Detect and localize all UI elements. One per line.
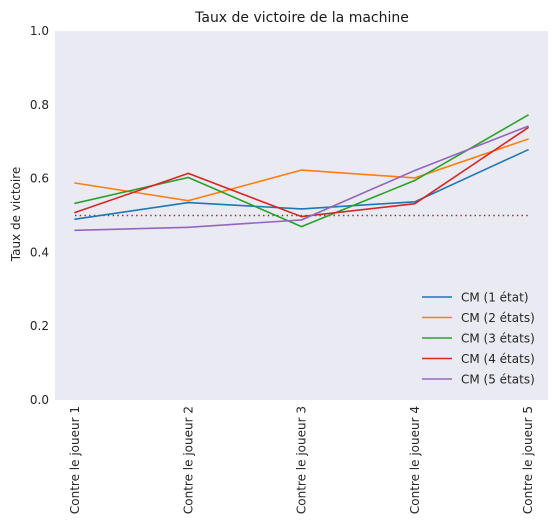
data-point bbox=[300, 215, 303, 218]
x-tick-label: Contre le joueur 4 bbox=[408, 406, 422, 514]
x-tick-label: Contre le joueur 5 bbox=[521, 406, 535, 514]
legend-label-4: CM (4 états) bbox=[461, 352, 535, 366]
legend-label-2: CM (2 états) bbox=[461, 311, 535, 325]
data-point bbox=[74, 211, 76, 214]
data-point bbox=[413, 177, 416, 179]
data-point bbox=[527, 126, 529, 129]
data-point bbox=[527, 125, 529, 128]
x-tick-label: Contre le joueur 2 bbox=[181, 406, 195, 514]
data-point bbox=[300, 208, 303, 210]
legend-label-5: CM (5 états) bbox=[461, 373, 535, 387]
data-point bbox=[187, 199, 190, 202]
data-point bbox=[187, 226, 190, 229]
y-tick-label: 0.0 bbox=[30, 393, 49, 407]
data-point bbox=[300, 225, 303, 228]
legend-label-3: CM (3 états) bbox=[461, 332, 535, 346]
chart-title: Taux de victoire de la machine bbox=[194, 10, 409, 26]
y-tick-label: 0.4 bbox=[30, 245, 49, 259]
data-point bbox=[413, 169, 416, 172]
data-point bbox=[74, 218, 76, 220]
y-tick-label: 0.2 bbox=[30, 319, 49, 333]
data-point bbox=[187, 201, 190, 204]
data-point bbox=[300, 169, 303, 171]
data-point bbox=[527, 138, 529, 140]
x-tick-label: Contre le joueur 3 bbox=[295, 406, 309, 514]
data-point bbox=[74, 229, 76, 232]
data-point bbox=[413, 179, 416, 182]
legend-label-1: CM (1 état) bbox=[461, 291, 529, 305]
data-point bbox=[413, 202, 416, 205]
y-tick-label: 0.8 bbox=[30, 98, 49, 112]
plot-area: 0.0 0.2 0.4 0.6 0.8 1.0 Contre le joueur 1 Cont… bbox=[30, 24, 548, 514]
y-tick-label: 0.6 bbox=[30, 172, 49, 186]
x-tick-label: Contre le joueur 1 bbox=[68, 406, 82, 514]
y-tick-label: 1.0 bbox=[30, 24, 49, 38]
legend: CM (1 état) CM (2 états) CM (3 états) CM (4… bbox=[422, 291, 535, 387]
data-point bbox=[527, 149, 529, 151]
data-point bbox=[527, 114, 529, 116]
data-point bbox=[413, 201, 416, 203]
data-point bbox=[74, 182, 76, 184]
data-point bbox=[187, 176, 190, 179]
y-axis-title: Taux de victoire bbox=[9, 167, 23, 263]
data-point bbox=[74, 202, 76, 205]
data-point bbox=[187, 172, 190, 175]
data-point bbox=[300, 219, 303, 221]
